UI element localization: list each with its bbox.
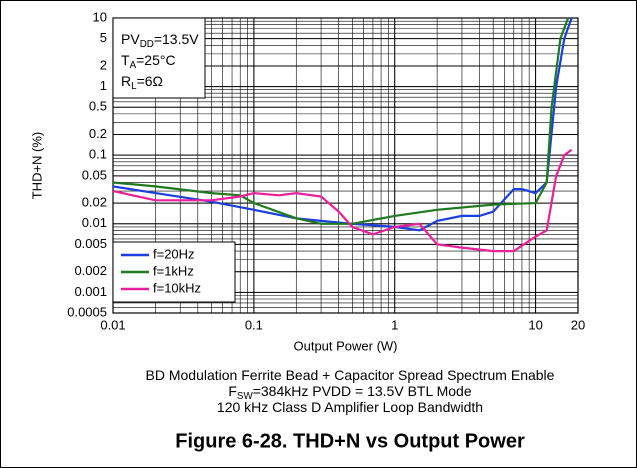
x-tick-label: 1 <box>391 317 398 332</box>
y-tick-label: 0.02 <box>82 195 107 210</box>
annotation-box <box>112 17 206 99</box>
series-line <box>112 17 573 232</box>
series-line <box>112 148 573 253</box>
text-part: =384kHz PVDD = 13.5V BTL Mode <box>253 383 472 399</box>
y-tick-label: 0.002 <box>74 263 107 278</box>
y-tick-label: 0.05 <box>82 167 107 182</box>
annotation: TA=25°C <box>121 52 176 71</box>
subscript: L <box>131 81 137 92</box>
subscript: A <box>130 60 137 71</box>
legend-label: f=1kHz <box>153 263 194 278</box>
x-tick-label: 10 <box>528 317 542 332</box>
chart-title: Figure 6-28. THD+N vs Output Power <box>175 430 525 452</box>
y-tick-label: 0.1 <box>89 147 107 162</box>
note: FSW=384kHz PVDD = 13.5V BTL Mode <box>228 383 471 402</box>
y-axis-label: THD+N (%) <box>29 132 44 200</box>
y-tick-label: 0.001 <box>74 284 107 299</box>
subscript: DD <box>140 39 154 50</box>
y-tick-label: 0.2 <box>89 126 107 141</box>
x-tick-label: 20 <box>571 317 585 332</box>
y-tick-label: 0.5 <box>89 99 107 114</box>
x-tick-label: 0.1 <box>245 317 263 332</box>
x-axis-label: Output Power (W) <box>293 338 397 353</box>
annotation: RL=6Ω <box>121 73 163 92</box>
y-tick-label: 10 <box>93 9 107 24</box>
y-tick-label: 5 <box>100 30 107 45</box>
plot-border <box>112 17 579 314</box>
x-tick-label: 0.01 <box>100 317 125 332</box>
text-part: R <box>121 73 131 89</box>
note: 120 kHz Class D Amplifier Loop Bandwidth <box>217 399 483 415</box>
text-part: F <box>228 383 237 399</box>
legend-label: f=10kHz <box>153 280 201 295</box>
text-part: PV <box>121 31 140 47</box>
text-part: 120 kHz Class D Amplifier Loop Bandwidth <box>217 399 483 415</box>
note: BD Modulation Ferrite Bead + Capacitor S… <box>146 367 555 383</box>
y-tick-label: 0.005 <box>74 236 107 251</box>
series-line <box>112 17 570 225</box>
legend-label: f=20Hz <box>153 246 195 261</box>
annotation: PVDD=13.5V <box>121 31 199 50</box>
text-part: =13.5V <box>154 31 199 47</box>
text-part: BD Modulation Ferrite Bead + Capacitor S… <box>146 367 555 383</box>
subscript: SW <box>237 391 254 402</box>
text-part: =6Ω <box>137 73 163 89</box>
text-part: T <box>121 52 130 68</box>
y-tick-label: 0.0005 <box>67 304 107 319</box>
y-tick-label: 2 <box>100 57 107 72</box>
y-tick-label: 0.01 <box>82 215 107 230</box>
y-tick-label: 1 <box>100 78 107 93</box>
text-part: =25°C <box>136 52 175 68</box>
